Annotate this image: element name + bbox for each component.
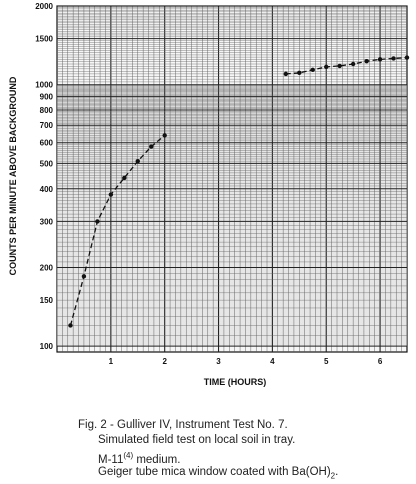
y-tick-label: 150	[40, 296, 54, 305]
y-tick-label: 600	[40, 139, 54, 148]
caption-coating-text: Geiger tube mica window coated with Ba(O…	[98, 466, 331, 478]
caption-line-3: M-11(4) medium.	[98, 448, 180, 468]
series-line-early	[69, 134, 166, 326]
x-tick-labels: 1 2 3 4 5 6	[109, 357, 383, 366]
x-tick-label: 3	[216, 357, 221, 366]
dense-grid-band	[57, 84, 407, 347]
caption-coating-suffix: .	[335, 466, 339, 478]
y-tick-label: 1500	[35, 35, 53, 44]
y-tick-label: 900	[40, 93, 54, 102]
caption-first-line: Fig. 2 - Gulliver IV, Instrument Test No…	[78, 418, 288, 433]
data-point	[337, 63, 342, 69]
chart: COUNTS PER MINUTE ABOVE BACKGROUND TIME …	[8, 2, 410, 387]
plot-grid	[56, 5, 408, 353]
y-tick-label: 100	[40, 342, 54, 351]
data-point	[122, 175, 127, 181]
caption-medium-ref: (4)	[123, 451, 134, 460]
data-point	[364, 59, 369, 64]
caption-coating-subscript: 2	[330, 471, 336, 481]
series-line-late	[285, 56, 408, 75]
x-tick-label: 1	[109, 357, 114, 366]
data-point	[68, 323, 73, 328]
data-point	[149, 144, 154, 149]
data-point	[350, 61, 356, 67]
data-point	[135, 158, 140, 164]
y-tick-label: 700	[40, 121, 54, 130]
data-point	[297, 70, 302, 76]
data-point	[391, 56, 396, 61]
caption-line-2: Simulated field test on local soil in tr…	[98, 434, 296, 446]
data-point	[162, 133, 167, 138]
data-point	[324, 64, 329, 70]
y-tick-label: 800	[40, 106, 54, 115]
y-tick-label: 200	[40, 263, 54, 272]
x-tick-label: 4	[270, 357, 275, 366]
y-tick-label: 1000	[35, 81, 53, 90]
x-tick-label: 6	[378, 357, 383, 366]
y-tick-label: 400	[40, 185, 54, 194]
y-axis-label: COUNTS PER MINUTE ABOVE BACKGROUND	[8, 76, 18, 275]
caption-title: Gulliver IV, Instrument Test No. 7.	[117, 419, 288, 431]
y-tick-labels: 100 150 200 300 400 500 600 700 800 900 1000 1500 20…	[35, 2, 53, 351]
x-axis-label: TIME (HOURS)	[204, 377, 267, 387]
y-tick-label: 2000	[35, 2, 53, 11]
x-tick-label: 2	[162, 357, 167, 366]
y-tick-label: 500	[40, 159, 54, 168]
caption-medium-name: M-11	[98, 453, 124, 466]
x-tick-label: 5	[324, 357, 329, 366]
data-point	[81, 274, 87, 279]
data-series	[68, 55, 410, 328]
data-point	[377, 57, 383, 62]
caption-fig-label: Fig. 2 -	[78, 419, 114, 431]
caption-medium-suffix: medium.	[133, 453, 181, 466]
caption-line-4: Geiger tube mica window coated with Ba(O…	[98, 465, 338, 483]
data-point	[404, 55, 410, 60]
data-point	[283, 71, 289, 77]
data-point	[95, 219, 100, 224]
data-point	[310, 67, 315, 73]
y-tick-label: 300	[40, 217, 54, 226]
data-point	[108, 192, 114, 197]
